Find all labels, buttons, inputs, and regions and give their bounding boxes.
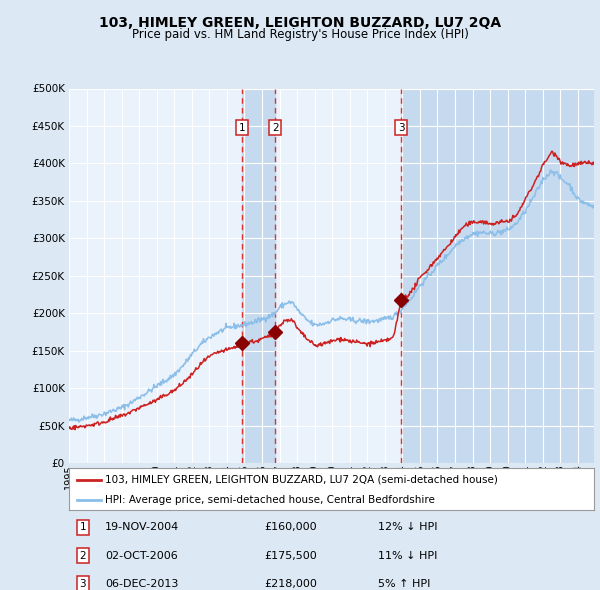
Text: £160,000: £160,000: [264, 523, 317, 532]
Bar: [242, 88, 275, 463]
Bar: [401, 88, 594, 463]
Text: 12% ↓ HPI: 12% ↓ HPI: [378, 523, 437, 532]
Text: 3: 3: [398, 123, 404, 133]
Text: £175,500: £175,500: [264, 551, 317, 560]
Text: 2: 2: [272, 123, 278, 133]
Text: HPI: Average price, semi-detached house, Central Bedfordshire: HPI: Average price, semi-detached house,…: [105, 495, 434, 504]
Text: 06-DEC-2013: 06-DEC-2013: [105, 579, 178, 589]
Text: 3: 3: [79, 579, 86, 589]
Text: £218,000: £218,000: [264, 579, 317, 589]
Text: 1: 1: [79, 523, 86, 532]
Text: 11% ↓ HPI: 11% ↓ HPI: [378, 551, 437, 560]
Text: 19-NOV-2004: 19-NOV-2004: [105, 523, 179, 532]
Text: 02-OCT-2006: 02-OCT-2006: [105, 551, 178, 560]
Text: 5% ↑ HPI: 5% ↑ HPI: [378, 579, 430, 589]
Text: 103, HIMLEY GREEN, LEIGHTON BUZZARD, LU7 2QA (semi-detached house): 103, HIMLEY GREEN, LEIGHTON BUZZARD, LU7…: [105, 475, 497, 485]
Text: 2: 2: [79, 551, 86, 560]
Text: Price paid vs. HM Land Registry's House Price Index (HPI): Price paid vs. HM Land Registry's House …: [131, 28, 469, 41]
Text: 1: 1: [239, 123, 245, 133]
Text: 103, HIMLEY GREEN, LEIGHTON BUZZARD, LU7 2QA: 103, HIMLEY GREEN, LEIGHTON BUZZARD, LU7…: [99, 16, 501, 30]
